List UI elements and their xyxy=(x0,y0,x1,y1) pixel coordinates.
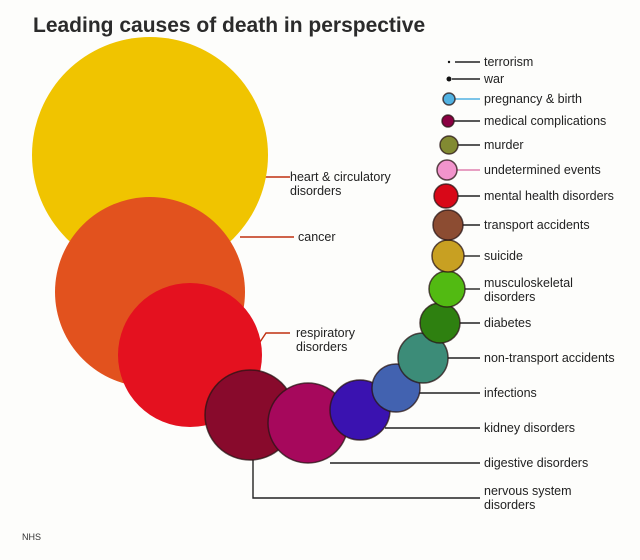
bubble-medical-complications xyxy=(441,114,455,128)
label-line: disorders xyxy=(296,340,347,354)
label-line: war xyxy=(483,72,504,86)
label-transport-accidents: transport accidents xyxy=(484,218,590,232)
label-suicide: suicide xyxy=(484,249,523,263)
label-line: suicide xyxy=(484,249,523,263)
label-line: nervous system xyxy=(484,484,572,498)
chart-title: Leading causes of death in perspective xyxy=(33,14,426,37)
label-line: murder xyxy=(484,138,524,152)
source-label: NHS xyxy=(22,532,42,542)
label-line: non-transport accidents xyxy=(484,351,615,365)
bubble-war xyxy=(446,76,452,82)
bubble-diabetes xyxy=(419,302,461,344)
leader-line-nervous-system-disorders xyxy=(252,460,480,499)
label-digestive-disorders: digestive disorders xyxy=(484,456,588,470)
label-line: respiratory xyxy=(296,326,356,340)
label-medical-complications: medical complications xyxy=(484,114,606,128)
label-heart-circulatory-disorders: heart & circulatory disorders xyxy=(290,170,391,198)
label-mental-health-disorders: mental health disorders xyxy=(484,189,614,203)
label-pregnancy-birth: pregnancy & birth xyxy=(484,92,582,106)
label-line: infections xyxy=(484,386,537,400)
label-undetermined-events: undetermined events xyxy=(484,163,601,177)
label-line: disorders xyxy=(290,184,341,198)
label-line: mental health disorders xyxy=(484,189,614,203)
bubble-murder xyxy=(439,135,459,155)
bubble-mental-health-disorders xyxy=(433,183,459,209)
label-line: medical complications xyxy=(484,114,606,128)
label-line: diabetes xyxy=(484,316,531,330)
bubble-terrorism xyxy=(447,60,451,64)
bubble-suicide xyxy=(431,239,465,273)
label-nervous-system-disorders: nervous system disorders xyxy=(484,484,572,512)
label-musculoskeletal-disorders: musculoskeletal disorders xyxy=(484,276,573,304)
label-terrorism: terrorism xyxy=(484,55,533,69)
bubble-heart-circulatory-disorders xyxy=(32,37,268,273)
label-line: undetermined events xyxy=(484,163,601,177)
label-respiratory-disorders: respiratory disorders xyxy=(296,326,356,354)
label-line: disorders xyxy=(484,290,535,304)
label-diabetes: diabetes xyxy=(484,316,531,330)
label-non-transport-accidents: non-transport accidents xyxy=(484,351,615,365)
label-line: pregnancy & birth xyxy=(484,92,582,106)
label-cancer: cancer xyxy=(298,230,336,244)
label-infections: infections xyxy=(484,386,537,400)
bubble-transport-accidents xyxy=(432,209,464,241)
label-line: transport accidents xyxy=(484,218,590,232)
label-murder: murder xyxy=(484,138,524,152)
label-line: digestive disorders xyxy=(484,456,588,470)
label-war: war xyxy=(483,72,504,86)
label-kidney-disorders: kidney disorders xyxy=(484,421,575,435)
label-line: disorders xyxy=(484,498,535,512)
label-line: terrorism xyxy=(484,55,533,69)
label-line: cancer xyxy=(298,230,336,244)
label-line: kidney disorders xyxy=(484,421,575,435)
bubble-musculoskeletal-disorders xyxy=(428,270,466,308)
label-line: heart & circulatory xyxy=(290,170,391,184)
label-line: musculoskeletal xyxy=(484,276,573,290)
bubble-undetermined-events xyxy=(436,159,458,181)
bubble-pregnancy-birth xyxy=(442,92,456,106)
